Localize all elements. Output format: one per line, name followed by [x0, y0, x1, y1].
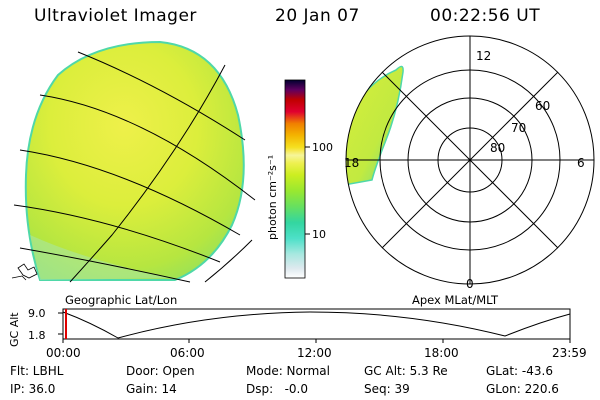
x-tick-0600: 06:00 [170, 346, 205, 360]
mlt-label-0: 0 [466, 277, 474, 291]
timeline-axis-label: GC Alt [8, 312, 21, 347]
lat-label-80: 80 [490, 141, 505, 155]
status-filter: Flt: LBHL [10, 364, 64, 378]
mlt-label-18: 18 [344, 156, 359, 170]
status-mode: Mode: Normal [246, 364, 330, 378]
longitude-line [204, 239, 253, 283]
x-tick-2359: 23:59 [552, 346, 587, 360]
instrument-title: Ultraviolet Imager [34, 6, 197, 26]
status-gain: Gain: 14 [126, 382, 177, 396]
status-ip: IP: 36.0 [10, 382, 56, 396]
x-tick-1800: 18:00 [424, 346, 459, 360]
colorbar-tick-100: 100 [312, 141, 333, 154]
latitude-line [39, 94, 256, 201]
date-label: 20 Jan 07 [275, 6, 360, 26]
status-glat: GLat: -43.6 [486, 364, 553, 378]
status-seq: Seq: 39 [364, 382, 410, 396]
left-caption: Geographic Lat/Lon [65, 293, 177, 307]
y-tick-9: 9.0 [28, 307, 46, 320]
status-door: Door: Open [126, 364, 195, 378]
longitude-line [69, 64, 226, 283]
latitude-line [13, 204, 221, 263]
coastline [11, 263, 38, 281]
colorbar-tick-10: 10 [312, 228, 326, 241]
status-glon: GLon: 220.6 [486, 382, 559, 396]
y-tick-1.8: 1.8 [28, 329, 46, 342]
right-caption: Apex MLat/MLT [412, 293, 499, 307]
latitude-line [19, 247, 191, 283]
status-dsp: Dsp: -0.0 [246, 382, 309, 396]
uv-disk [24, 40, 245, 281]
lat-label-70: 70 [511, 121, 526, 135]
time-label: 00:22:56 UT [430, 6, 541, 26]
mlt-label-12: 12 [476, 49, 491, 63]
latitude-line [77, 51, 246, 141]
mlt-label-6: 6 [577, 156, 585, 170]
altitude-curve [62, 311, 571, 339]
colorbar-label: photon cm⁻²s⁻¹ [266, 155, 279, 240]
lat-label-60: 60 [535, 99, 550, 113]
latitude-line [19, 149, 241, 236]
x-tick-0000: 00:00 [46, 346, 81, 360]
status-gc-alt: GC Alt: 5.3 Re [364, 364, 448, 378]
x-tick-1200: 12:00 [297, 346, 332, 360]
